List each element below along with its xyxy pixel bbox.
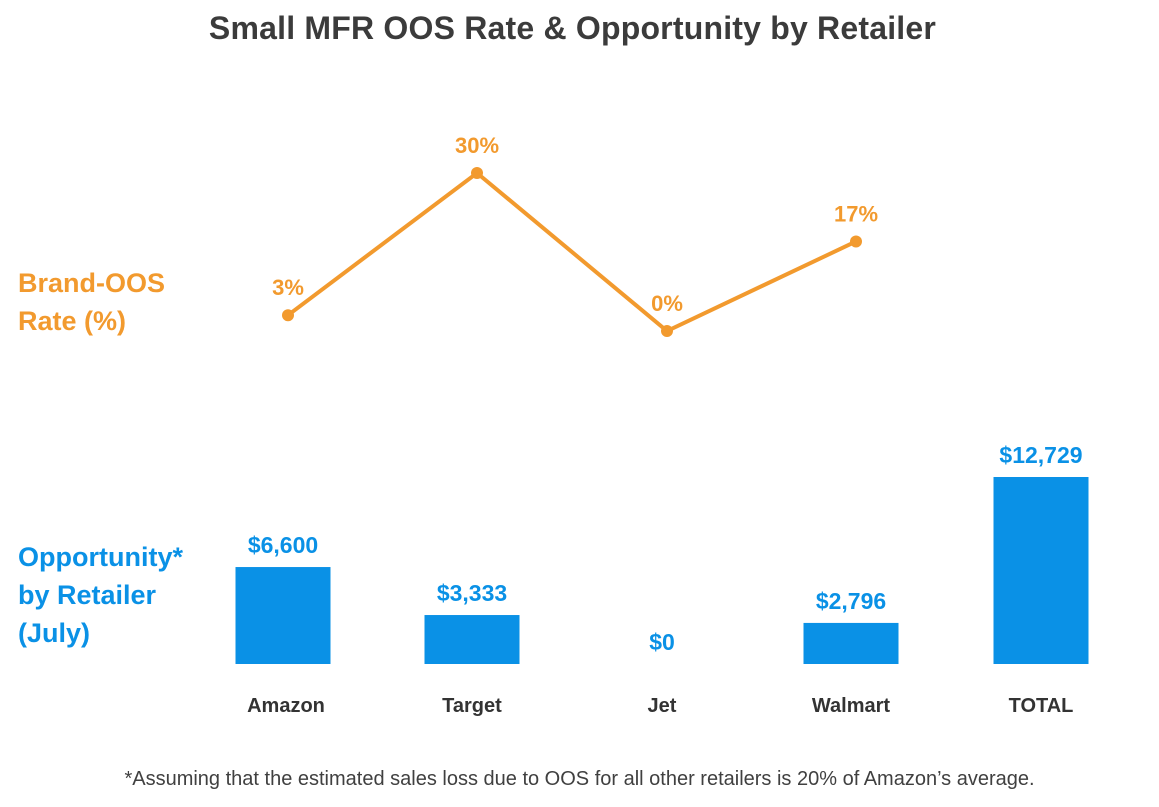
oos-rate-data-label-jet: 0% xyxy=(651,291,683,316)
opportunity-label-line-3: (July) xyxy=(18,618,91,648)
category-label-jet: Jet xyxy=(648,695,677,717)
opportunity-data-label-amazon: $6,600 xyxy=(248,532,318,558)
oos-rate-label-line-2: Rate (%) xyxy=(18,306,127,336)
footnote: *Assuming that the estimated sales loss … xyxy=(124,768,1035,790)
opportunity-data-label-walmart: $2,796 xyxy=(816,588,886,614)
oos-rate-label-line-1: Brand-OOS xyxy=(18,268,166,298)
chart-title: Small MFR OOS Rate & Opportunity by Reta… xyxy=(208,10,937,46)
category-label-walmart: Walmart xyxy=(812,695,891,717)
oos-rate-line-layer: 3% 30% 0% 17% xyxy=(272,133,878,337)
oos-rate-point-walmart xyxy=(850,235,862,248)
opportunity-bar-target xyxy=(424,615,520,664)
oos-rate-data-label-amazon: 3% xyxy=(272,275,304,300)
oos-rate-series-line xyxy=(286,170,857,334)
opportunity-bar-layer: $6,600 $3,333 $0 $2,796 $12,729 xyxy=(235,442,1089,664)
opportunity-bar-amazon xyxy=(235,567,331,664)
oos-rate-row-label: Brand-OOS Rate (%) xyxy=(18,264,218,340)
opportunity-bar-total xyxy=(993,477,1089,664)
opportunity-data-label-total: $12,729 xyxy=(999,442,1082,468)
opportunity-label-line-1: Opportunity* xyxy=(18,542,183,572)
opportunity-data-label-jet: $0 xyxy=(649,629,675,655)
oos-rate-point-amazon xyxy=(282,309,294,322)
opportunity-bar-walmart xyxy=(803,622,899,664)
category-label-layer: Amazon Target Jet Walmart TOTAL xyxy=(247,695,1073,717)
oos-rate-data-label-walmart: 17% xyxy=(834,201,878,226)
oos-rate-point-jet xyxy=(661,325,673,337)
opportunity-data-label-target: $3,333 xyxy=(437,580,507,606)
oos-rate-point-target xyxy=(471,167,483,179)
category-label-target: Target xyxy=(442,695,502,717)
category-label-total: TOTAL xyxy=(1009,695,1074,717)
opportunity-row-label: Opportunity* by Retailer (July) xyxy=(18,538,228,652)
opportunity-label-line-2: by Retailer xyxy=(18,580,157,610)
oos-rate-data-label-target: 30% xyxy=(455,133,499,158)
category-label-amazon: Amazon xyxy=(247,695,325,717)
